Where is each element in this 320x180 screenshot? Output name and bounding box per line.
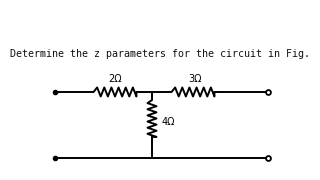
Text: Z parameters Example: Z parameters Example: [6, 8, 314, 32]
Text: 4Ω: 4Ω: [161, 117, 175, 127]
Text: 3Ω: 3Ω: [188, 74, 202, 84]
Text: 2Ω: 2Ω: [108, 74, 122, 84]
Text: Determine the z parameters for the circuit in Fig.: Determine the z parameters for the circu…: [10, 49, 310, 59]
